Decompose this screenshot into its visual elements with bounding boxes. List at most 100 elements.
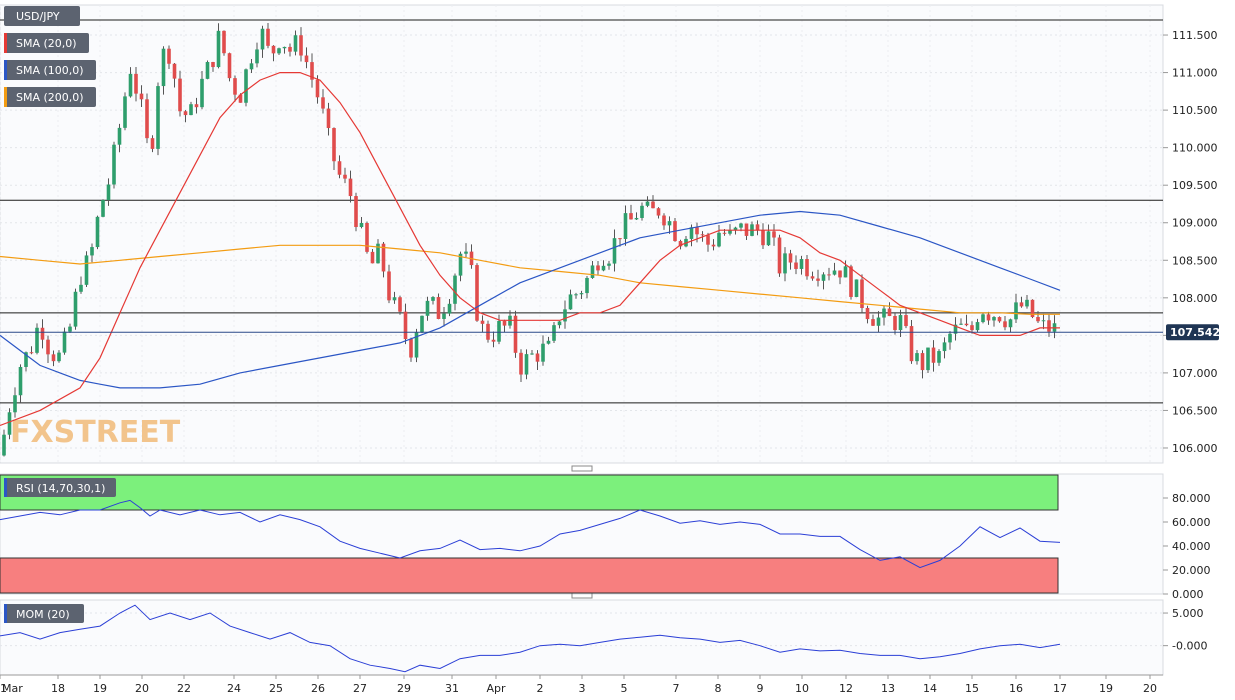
candle-body — [541, 343, 545, 362]
candle-body — [255, 49, 259, 64]
x-tick-label: 9 — [757, 682, 764, 695]
pair-tag: USD/JPY — [4, 6, 80, 26]
sma-legend-tag: SMA (20,0) — [4, 33, 89, 53]
candle-body — [1041, 320, 1046, 322]
candle-body — [343, 174, 347, 179]
candle-body — [849, 266, 853, 297]
candle-body — [497, 320, 501, 342]
mom-y-tick-label: 5.000 — [1172, 607, 1204, 620]
candle-body — [651, 201, 655, 209]
candle-body — [563, 309, 567, 322]
candle-body — [7, 412, 12, 435]
x-tick-label: 13 — [881, 682, 895, 695]
candle-body — [106, 184, 111, 201]
y-tick-label: 109.500 — [1172, 179, 1218, 192]
candles — [2, 22, 1057, 457]
candle-body — [926, 347, 930, 371]
candle-body — [139, 93, 144, 100]
candle-body — [904, 315, 908, 327]
candle-body — [722, 232, 727, 234]
legend-tag-bg — [4, 33, 89, 53]
candle-body — [480, 320, 485, 324]
candle-body — [959, 323, 963, 325]
candle-body — [623, 213, 628, 239]
candle-body — [546, 340, 551, 344]
candle-body — [678, 241, 683, 247]
candle-body — [35, 327, 39, 353]
candle-body — [211, 62, 215, 68]
x-tick-label: 5 — [621, 682, 628, 695]
candle-body — [733, 227, 738, 231]
x-tick-label: 12 — [839, 682, 853, 695]
candle-body — [403, 311, 408, 340]
candle-body — [777, 237, 782, 274]
candle-body — [887, 308, 892, 316]
candle-body — [1047, 320, 1051, 332]
x-tick-label: 3 — [579, 682, 586, 695]
candle-body — [788, 253, 793, 263]
x-tick-label: Mar — [2, 682, 23, 695]
candle-body — [453, 275, 457, 304]
y-tick-label: 106.000 — [1172, 442, 1218, 455]
x-tick-label: 20 — [135, 682, 149, 695]
legend-tag-label: SMA (100,0) — [16, 64, 84, 77]
legend-tag-label: RSI (14,70,30,1) — [16, 482, 105, 495]
rsi-line — [0, 499, 1061, 569]
rsi-y-tick-label: 0.000 — [1172, 588, 1204, 601]
candle-body — [62, 331, 67, 353]
candle-body — [310, 62, 314, 80]
mom-y-tick-label: -0.000 — [1172, 640, 1207, 653]
candle-body — [920, 353, 925, 371]
y-tick-label: 111.500 — [1172, 29, 1218, 42]
legend-tag-label: USD/JPY — [16, 10, 60, 23]
candle-body — [953, 324, 958, 334]
candle-body — [893, 315, 897, 331]
candle-body — [843, 266, 848, 278]
candle-body — [585, 277, 589, 294]
candle-body — [970, 325, 974, 331]
candle-body — [425, 300, 430, 316]
fxstreet-watermark: FXSTREET — [10, 415, 181, 450]
candle-body — [634, 217, 639, 220]
x-tick-label: 18 — [51, 682, 65, 695]
legend-tag-bg — [4, 60, 96, 80]
candle-body — [29, 352, 34, 354]
candle-body — [728, 230, 732, 234]
rsi-overbought-zone — [0, 474, 1059, 511]
x-tick-label: 19 — [93, 682, 107, 695]
candle-body — [365, 222, 369, 252]
candle-body — [865, 308, 870, 320]
candle-body — [706, 235, 710, 245]
x-tick-label: 7 — [673, 682, 680, 695]
candle-body — [711, 244, 716, 247]
candle-body — [937, 351, 941, 363]
candle-body — [662, 215, 666, 226]
x-tick-label: 24 — [227, 682, 241, 695]
x-tick-label: 10 — [795, 682, 809, 695]
candle-body — [816, 278, 820, 281]
candle-body — [79, 284, 83, 292]
candle-body — [337, 161, 342, 175]
candle-body — [288, 46, 292, 52]
candle-body — [772, 231, 776, 238]
candle-body — [491, 339, 496, 342]
x-tick-label: 15 — [965, 682, 979, 695]
candle-body — [1030, 299, 1035, 318]
candle-body — [612, 238, 617, 264]
x-tick-label: 20 — [1143, 682, 1157, 695]
candle-body — [876, 317, 881, 326]
x-tick-label: 25 — [269, 682, 283, 695]
legend-tag-bg — [4, 478, 116, 497]
candle-body — [601, 265, 606, 271]
legend-color-swatch — [4, 87, 7, 107]
candle-body — [57, 352, 61, 362]
candle-body — [832, 270, 837, 275]
legend-color-swatch — [4, 604, 7, 623]
candle-body — [442, 313, 446, 319]
candle-body — [992, 317, 996, 321]
mom-legend-tag: MOM (20) — [4, 604, 84, 623]
candle-body — [447, 303, 452, 314]
y-tick-label: 110.500 — [1172, 104, 1218, 117]
panel-resize-handle — [571, 465, 593, 472]
candle-body — [392, 297, 397, 301]
